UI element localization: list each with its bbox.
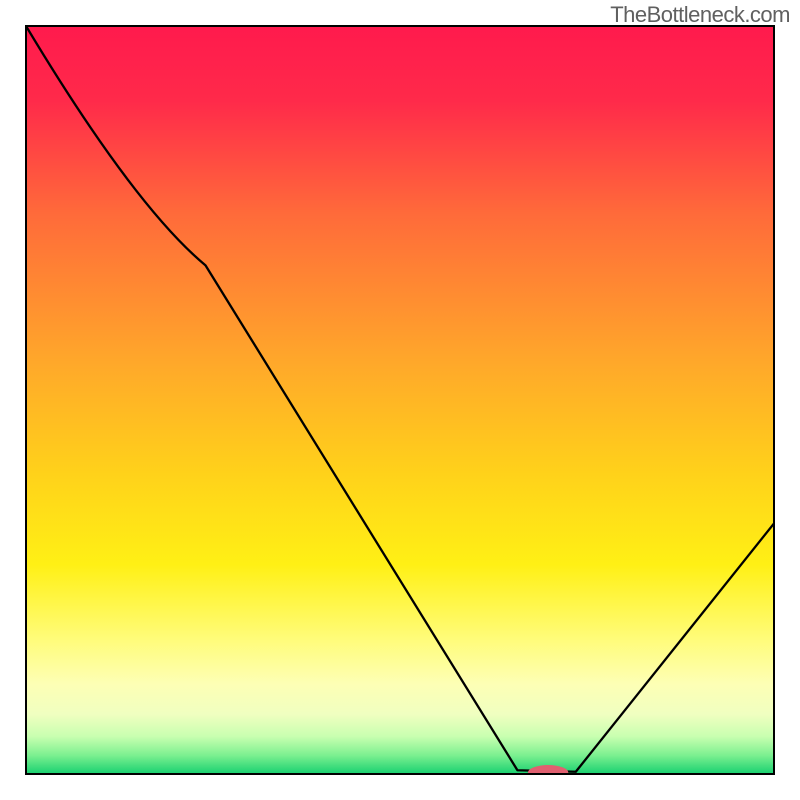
chart-background [26,26,774,774]
optimal-marker [528,765,568,780]
bottleneck-chart: TheBottleneck.com [0,0,800,800]
watermark-text: TheBottleneck.com [610,2,790,28]
chart-svg [0,0,800,800]
